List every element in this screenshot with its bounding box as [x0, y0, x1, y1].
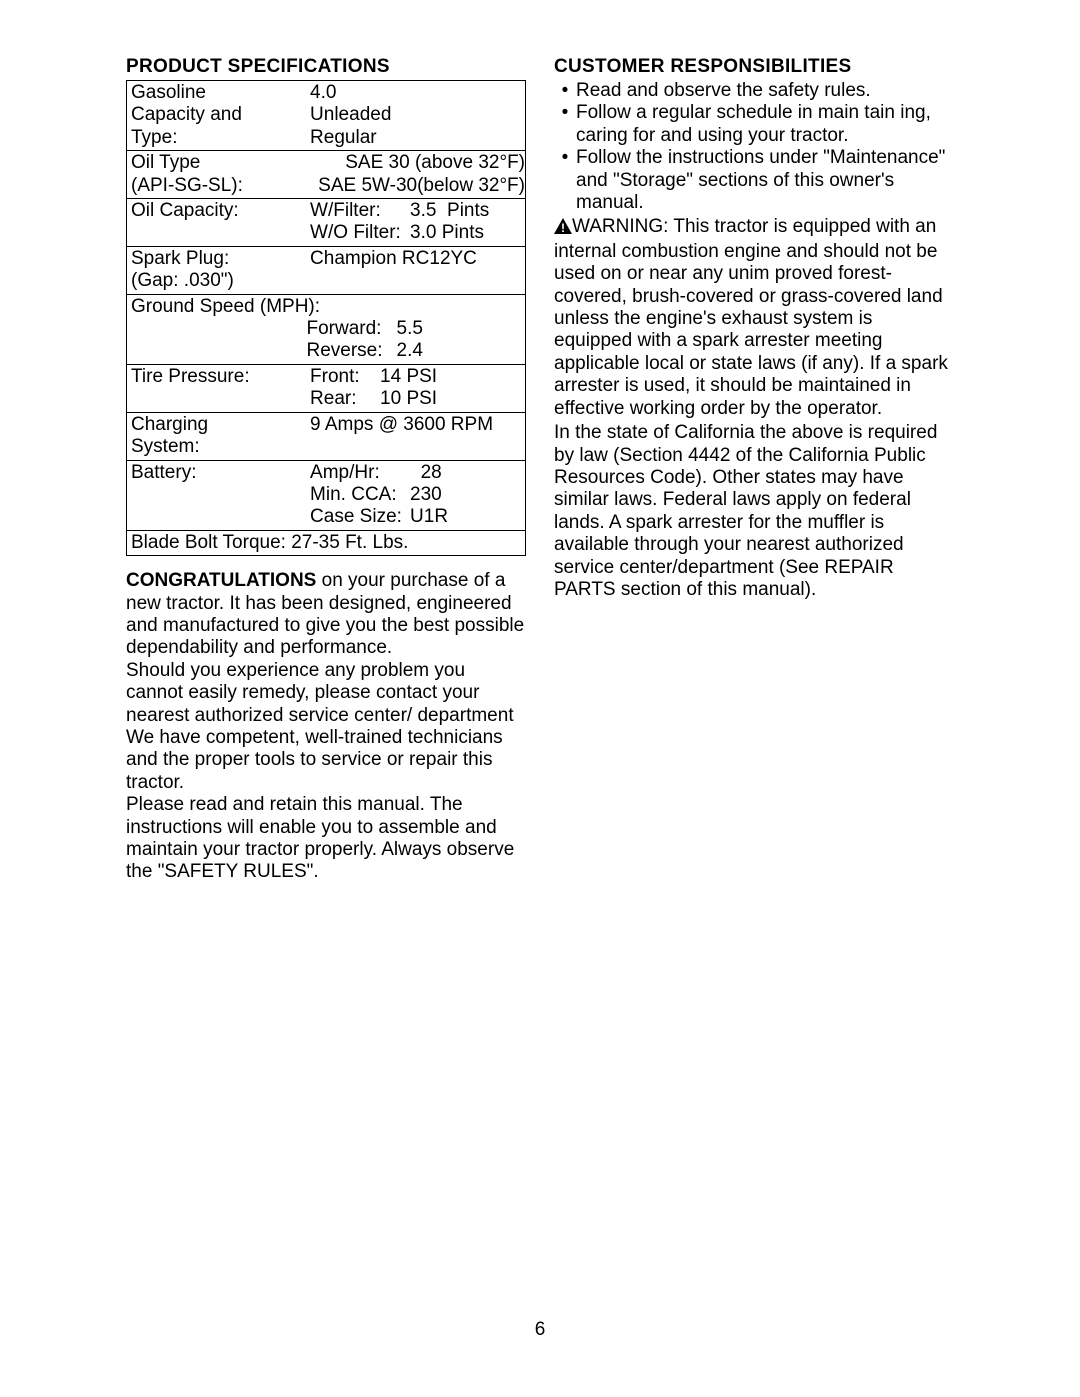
page-number: 6 [0, 1319, 1080, 1341]
spec-value: W/Filter:3.5 Pints W/O Filter:3.0 Pints [306, 199, 525, 247]
warning-label: WARNING: [572, 216, 668, 237]
spec-label: Charging System: [127, 412, 307, 460]
list-item: •Read and observe the safety rules. [554, 80, 954, 102]
congrats-bold: CONGRATULATIONS [126, 570, 316, 591]
responsibilities-list: •Read and observe the safety rules. •Fol… [554, 80, 954, 214]
spec-row-full: Ground Speed (MPH): Forward:5.5 Reverse:… [127, 294, 526, 364]
spec-label: Spark Plug: (Gap: .030") [127, 246, 307, 294]
spec-row-full: Blade Bolt Torque: 27-35 Ft. Lbs. [127, 530, 526, 555]
spec-value: Amp/Hr: 28 Min. CCA:230 Case Size:U1R [306, 460, 525, 530]
responsibilities-heading: CUSTOMER RESPONSIBILITIES [554, 56, 954, 78]
left-paragraph-2: Should you experience any problem you ca… [126, 660, 526, 794]
right-column: CUSTOMER RESPONSIBILITIES •Read and obse… [554, 56, 954, 884]
spec-value: Front:14 PSI Rear:10 PSI [306, 364, 525, 412]
list-item: •Follow a regular schedule in main tain … [554, 102, 954, 147]
spec-value: SAE 30 (above 32°F) SAE 5W-30(below 32°F… [306, 151, 525, 199]
spec-label: Gasoline Capacity and Type: [127, 81, 307, 151]
svg-text:!: ! [561, 221, 565, 234]
spec-label: Battery: [127, 460, 307, 530]
congrats-paragraph: CONGRATULATIONS on your purchase of a ne… [126, 570, 526, 660]
spec-value: 4.0 Unleaded Regular [306, 81, 525, 151]
spec-label: Tire Pressure: [127, 364, 307, 412]
spec-label: Oil Type (API-SG-SL): [127, 151, 307, 199]
warning-icon: ! [554, 218, 572, 240]
bullet-icon: • [554, 147, 576, 214]
bullet-icon: • [554, 102, 576, 147]
list-item: •Follow the instructions under "Maintena… [554, 147, 954, 214]
specs-heading: PRODUCT SPECIFICATIONS [126, 56, 526, 78]
bullet-icon: • [554, 80, 576, 102]
right-paragraph-2: In the state of California the above is … [554, 422, 954, 601]
spec-value: 9 Amps @ 3600 RPM [306, 412, 525, 460]
warning-paragraph: ! WARNING: This tractor is equipped with… [554, 216, 954, 420]
spec-value: Champion RC12YC [306, 246, 525, 294]
specs-table: Gasoline Capacity and Type: 4.0 Unleaded… [126, 80, 526, 556]
left-column: PRODUCT SPECIFICATIONS Gasoline Capacity… [126, 56, 526, 884]
spec-label: Oil Capacity: [127, 199, 307, 247]
left-paragraph-3: Please read and retain this manual. The … [126, 794, 526, 884]
